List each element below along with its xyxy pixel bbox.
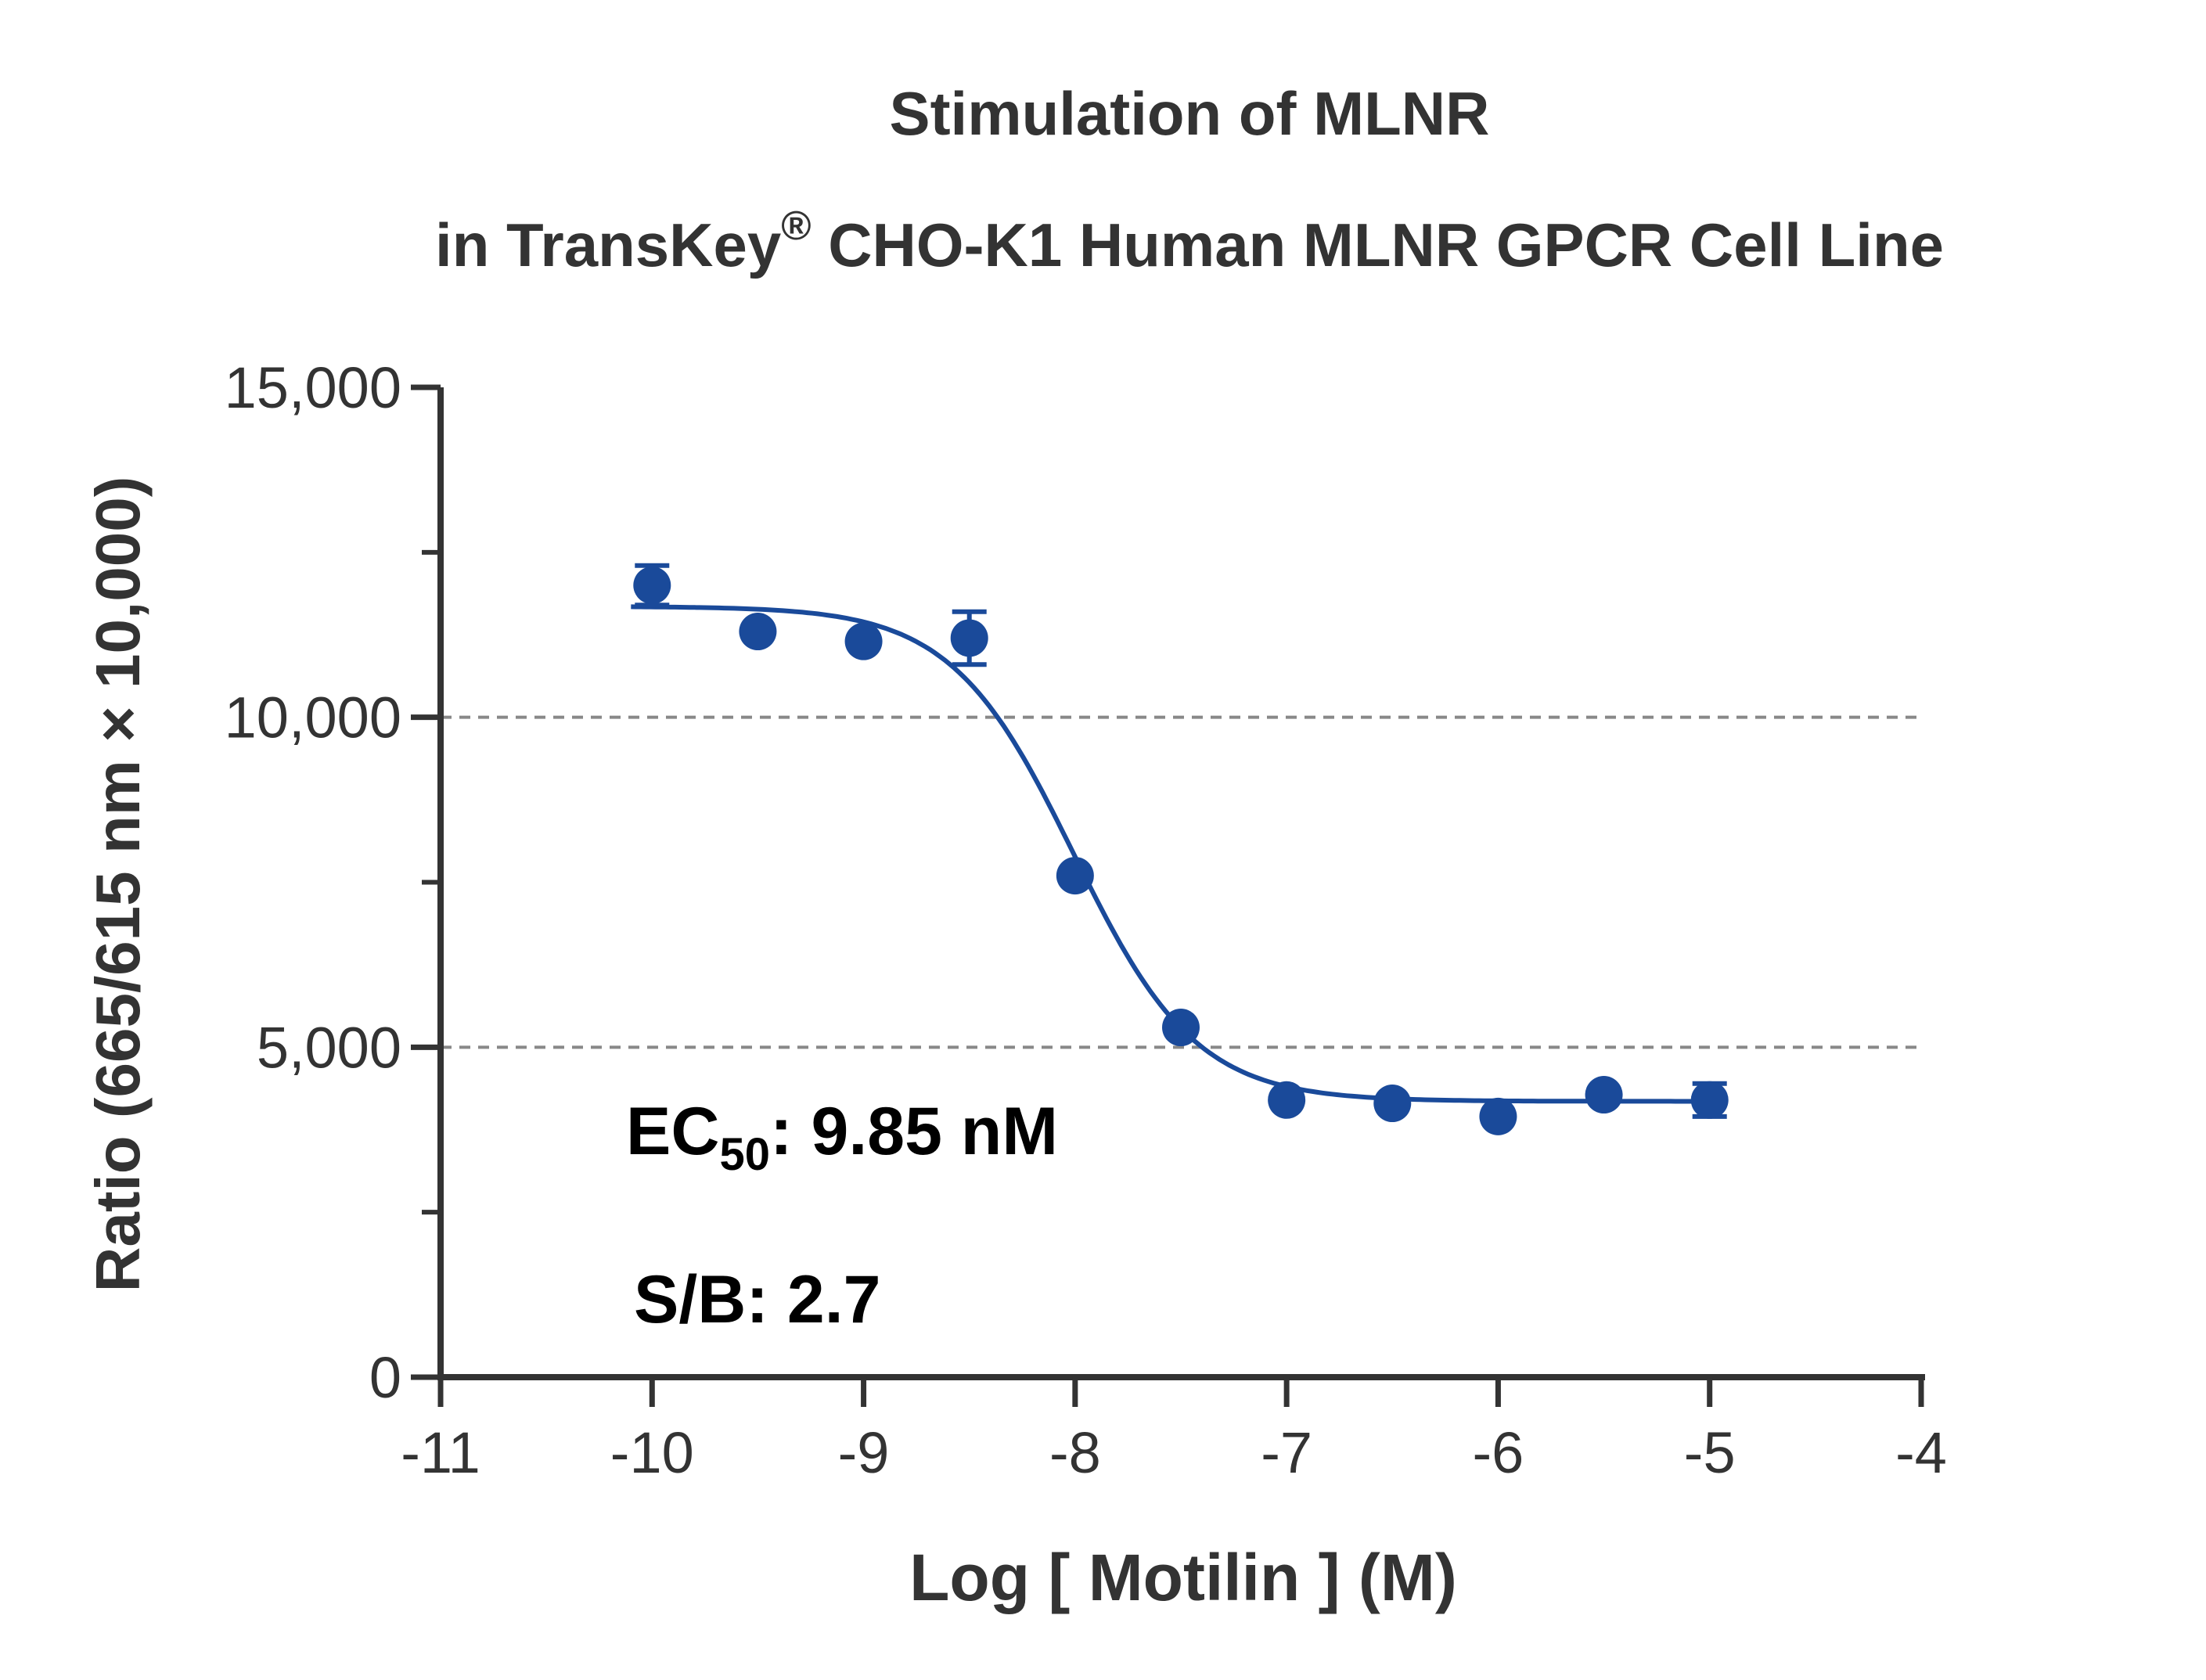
x-tick-label: -7 (1261, 1420, 1312, 1485)
ticks: -11 -10 -9 -8 -7 -6 -5 -4 0 5,000 10,000 15,000 (225, 355, 1947, 1485)
data-point (1690, 1081, 1729, 1119)
title-line2-pre: in TransKey (435, 210, 781, 279)
chart-title-line2: in TransKey® CHO-K1 Human MLNR GPCR Cell… (435, 203, 1944, 279)
gridlines (441, 715, 1921, 1049)
data-point (1585, 1076, 1623, 1114)
ec50-value: : 9.85 nM (770, 1094, 1058, 1169)
data-point (844, 622, 883, 660)
data-point (1056, 857, 1094, 895)
y-tick-label: 0 (369, 1345, 401, 1410)
data-point (950, 619, 988, 657)
x-tick-label: -4 (1895, 1420, 1947, 1485)
data-point (739, 613, 777, 651)
x-tick-label: -6 (1473, 1420, 1524, 1485)
x-axis-label: Log [ Motilin ] (M) (909, 1541, 1457, 1614)
axes (437, 387, 1925, 1380)
ec50-annotation: EC50: 9.85 nM (626, 1094, 1058, 1180)
x-tick-label: -10 (610, 1420, 694, 1485)
x-tick-label: -8 (1049, 1420, 1101, 1485)
title-registered-mark: ® (781, 203, 811, 249)
y-tick-label: 15,000 (225, 355, 401, 420)
ec50-subscript: 50 (719, 1129, 770, 1180)
data-point (1162, 1009, 1200, 1047)
data-point (633, 567, 671, 604)
data-point (1479, 1097, 1517, 1135)
x-tick-label: -9 (838, 1420, 890, 1485)
x-tick-label: -11 (401, 1420, 480, 1485)
x-tick-label: -5 (1684, 1420, 1736, 1485)
data-points (633, 567, 1729, 1135)
y-axis-label: Ratio (665/615 nm × 10,000) (83, 477, 153, 1293)
chart-title-line1: Stimulation of MLNR (890, 79, 1490, 148)
data-point (1373, 1085, 1412, 1123)
title-line2-post: CHO-K1 Human MLNR GPCR Cell Line (812, 210, 1944, 279)
data-point (1268, 1081, 1306, 1119)
sb-annotation: S/B: 2.7 (634, 1262, 880, 1337)
y-tick-label: 5,000 (257, 1015, 401, 1080)
ec50-prefix: EC (626, 1094, 719, 1169)
y-tick-label: 10,000 (225, 685, 401, 750)
